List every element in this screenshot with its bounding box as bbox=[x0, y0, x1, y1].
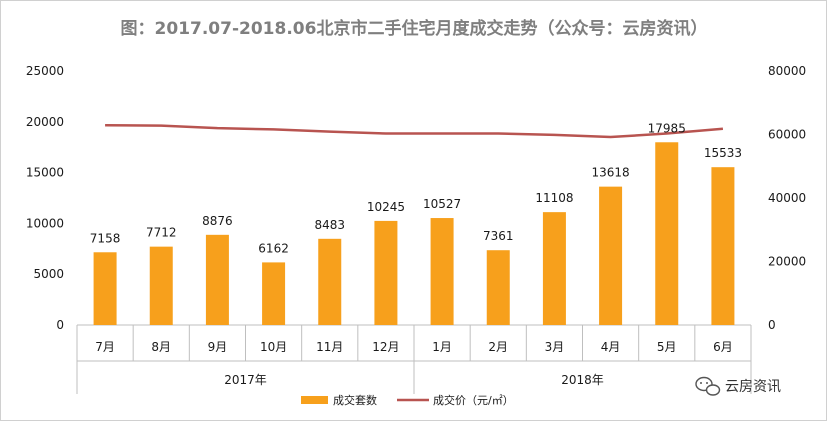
bar bbox=[655, 142, 679, 325]
bar bbox=[205, 234, 229, 325]
x-tick-label: 8月 bbox=[151, 340, 171, 354]
bar bbox=[430, 218, 454, 325]
x-tick-label: 6月 bbox=[713, 340, 733, 354]
y-left-tick-label: 0 bbox=[56, 318, 64, 332]
legend-label-line: 成交价（元/㎡） bbox=[433, 393, 514, 407]
line-series bbox=[105, 124, 724, 139]
x-tick-label: 9月 bbox=[208, 340, 228, 354]
x-tick-label: 3月 bbox=[545, 340, 565, 354]
x-tick-label: 2月 bbox=[488, 340, 508, 354]
bar bbox=[374, 220, 398, 325]
legend-swatch-bar bbox=[301, 396, 328, 404]
bar-data-label: 10527 bbox=[423, 197, 461, 211]
bar bbox=[93, 252, 117, 325]
bar bbox=[262, 262, 286, 325]
bar-data-label: 7361 bbox=[483, 229, 514, 243]
price-line bbox=[105, 124, 724, 139]
data-labels: 7158 7712 8876 6162 8483 10245 10527 7361 11108 1… bbox=[90, 121, 742, 255]
y-left-tick-label: 5000 bbox=[33, 267, 64, 281]
y-left-tick-label: 10000 bbox=[26, 216, 64, 230]
bar-data-label: 10245 bbox=[367, 200, 405, 214]
y-right-tick-label: 40000 bbox=[768, 191, 806, 205]
legend-label-bar: 成交套数 bbox=[333, 393, 377, 407]
bar-data-label: 15533 bbox=[704, 146, 742, 160]
legend: 成交套数 成交价（元/㎡） bbox=[301, 393, 514, 407]
wechat-icon bbox=[695, 376, 721, 396]
y-right-tick-label: 20000 bbox=[768, 255, 806, 269]
x-group-label: 2018年 bbox=[561, 373, 604, 387]
bar-data-label: 8483 bbox=[314, 218, 345, 232]
x-tick-label: 12月 bbox=[372, 340, 399, 354]
bar-data-label: 6162 bbox=[258, 241, 289, 255]
chart-title: 图：2017.07-2018.06北京市二手住宅月度成交走势（公众号：云房资讯） bbox=[121, 18, 708, 39]
bar bbox=[711, 167, 735, 325]
bar-data-label: 8876 bbox=[202, 214, 233, 228]
y-left-tick-label: 15000 bbox=[26, 166, 64, 180]
bar-data-label: 7158 bbox=[90, 231, 121, 245]
bar-data-label: 7712 bbox=[146, 226, 177, 240]
y-right-tick-label: 60000 bbox=[768, 128, 806, 142]
axes: 0 5000 10000 15000 20000 25000 0 20000 40000 6000… bbox=[26, 64, 806, 394]
x-group-label: 2017年 bbox=[224, 373, 267, 387]
x-tick-label: 4月 bbox=[601, 340, 621, 354]
bar bbox=[599, 186, 623, 325]
x-tick-label: 10月 bbox=[260, 340, 287, 354]
bar bbox=[149, 246, 173, 325]
y-left-tick-label: 20000 bbox=[26, 115, 64, 129]
x-tick-label: 5月 bbox=[657, 340, 677, 354]
bar bbox=[542, 212, 566, 325]
x-tick-label: 7月 bbox=[95, 340, 115, 354]
bar-series bbox=[93, 142, 735, 325]
watermark: 云房资讯 bbox=[695, 376, 781, 396]
y-left-tick-label: 25000 bbox=[26, 64, 64, 78]
watermark-text: 云房资讯 bbox=[725, 379, 781, 395]
bar-data-label: 13618 bbox=[591, 166, 629, 180]
bar-data-label: 11108 bbox=[535, 191, 573, 205]
bar bbox=[318, 238, 342, 325]
x-tick-label: 11月 bbox=[316, 340, 343, 354]
x-tick-label: 1月 bbox=[432, 340, 452, 354]
y-right-tick-label: 0 bbox=[768, 318, 776, 332]
bar-data-label: 17985 bbox=[648, 121, 686, 135]
bar bbox=[486, 250, 510, 325]
y-right-tick-label: 80000 bbox=[768, 64, 806, 78]
